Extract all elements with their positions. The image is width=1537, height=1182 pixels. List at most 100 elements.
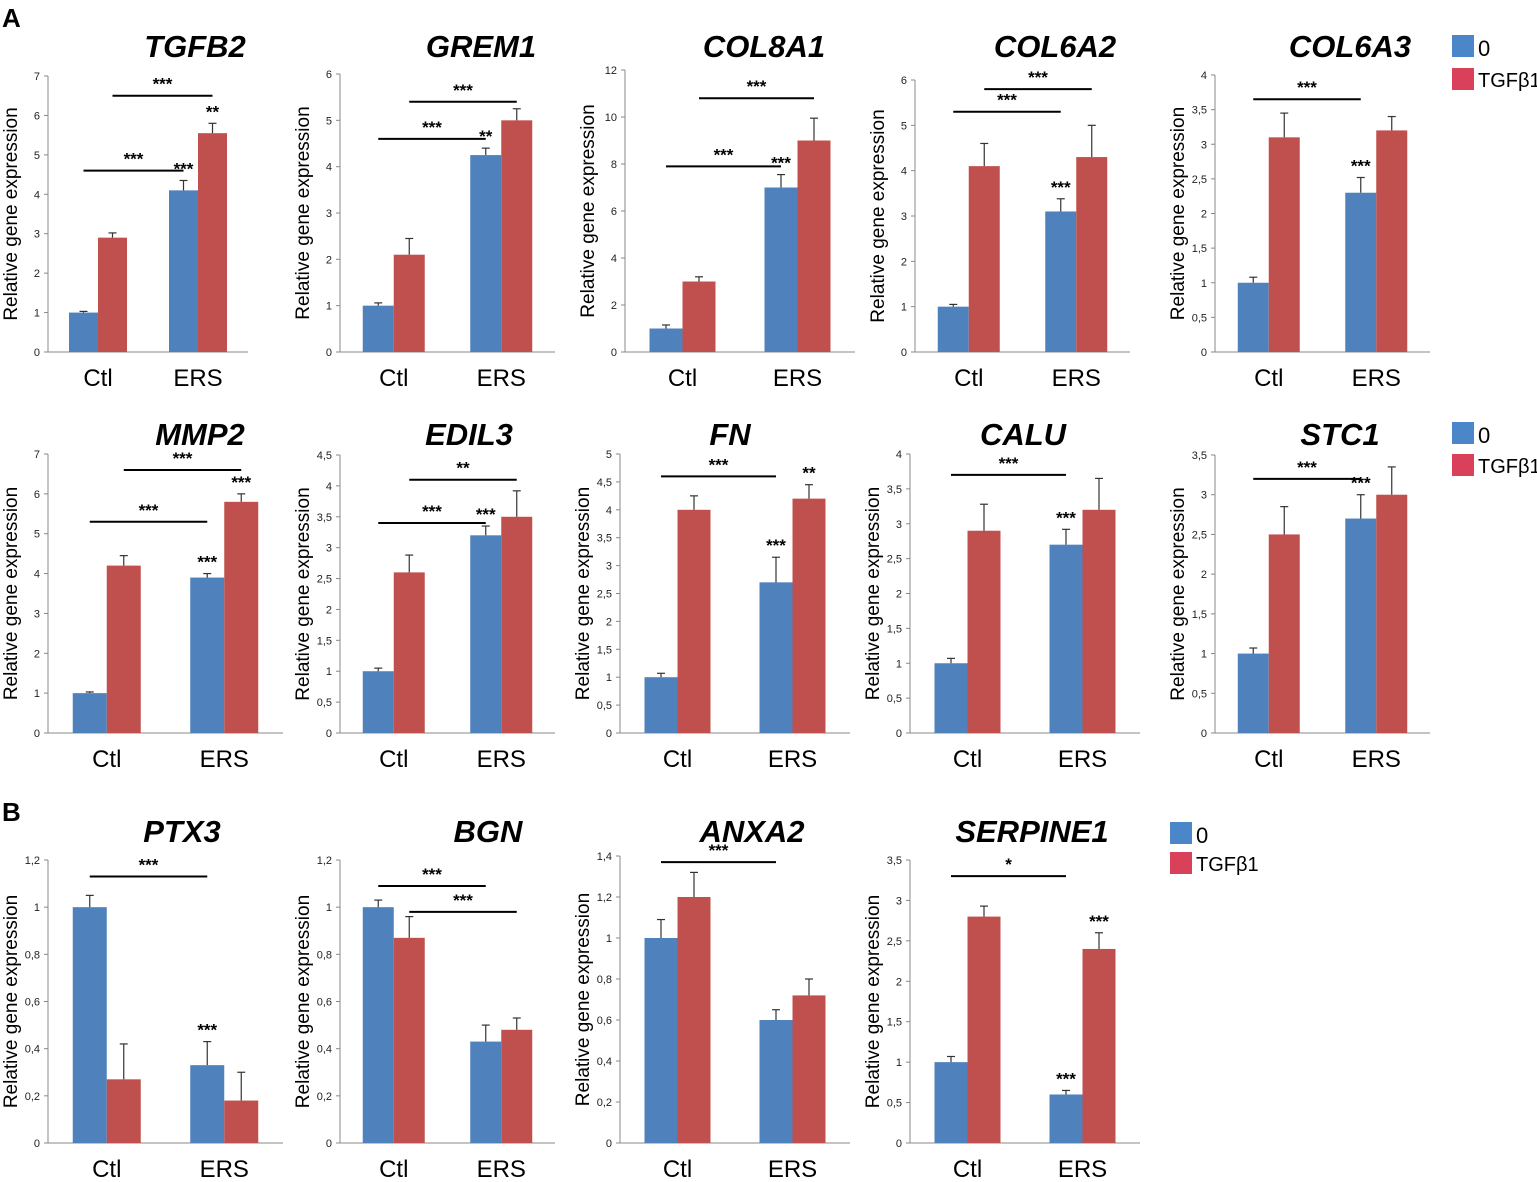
chart-title: MMP2 [155,417,245,452]
chart-ptx3: PTX3 Relative gene expression 0 0,2 0,4 0,6 0,… [1,814,283,1182]
chart-title: STC1 [1300,417,1379,452]
significance-label: *** [997,91,1017,110]
chart-title: COL6A3 [1289,29,1411,64]
x-tick-label: ERS [773,365,822,392]
y-tick-label: 3,5 [317,512,332,524]
bar [393,254,425,352]
y-tick-label: 0 [34,347,40,359]
x-tick-label: Ctl [953,746,982,773]
legend-label-0: 0 [1196,823,1208,848]
bar [682,281,716,352]
y-tick-label: 6 [901,75,907,87]
panel-label-a: A [2,3,21,33]
x-tick-label: Ctl [92,746,121,773]
bar [1268,534,1300,733]
y-tick-label: 3 [34,229,40,241]
y-tick-label: 0,2 [597,1097,612,1109]
y-tick-label: 3 [901,211,907,223]
y-tick-label: 5 [606,449,612,461]
chart-grem1: GREM1 Relative gene expression 0 1 2 3 4 5 6 Ctl E… [293,29,555,392]
y-tick-label: 4 [34,569,40,581]
x-tick-label: ERS [200,746,249,773]
y-tick-label: 0,4 [317,1044,332,1056]
bar [1376,494,1408,733]
bar [1376,130,1408,352]
significance-label: *** [453,81,473,100]
y-tick-label: 4,5 [597,477,612,489]
significance-label: *** [1297,78,1317,97]
y-tick-label: 1 [34,688,40,700]
y-axis-label: Relative gene expression [868,109,889,322]
y-tick-label: 3,5 [887,484,902,496]
chart-title: EDIL3 [425,417,513,452]
bar [967,916,1001,1143]
bar [362,671,394,733]
y-tick-label: 0 [896,728,902,740]
y-tick-label: 0,2 [25,1091,40,1103]
significance-label: *** [766,536,786,555]
bar [198,133,227,352]
y-tick-label: 3 [326,208,332,220]
y-tick-label: 1 [34,308,40,320]
y-tick-label: 2 [326,604,332,616]
x-tick-label: ERS [477,746,526,773]
significance-label: *** [747,77,767,96]
x-tick-label: Ctl [1254,365,1283,392]
x-tick-label: Ctl [379,365,408,392]
y-tick-label: 4 [34,189,40,201]
legend-swatch-0 [1452,422,1474,444]
y-tick-label: 5 [326,115,332,127]
chart-bgn: BGN Relative gene expression 0 0,2 0,4 0,6 0,8… [293,814,555,1182]
y-tick-label: 7 [34,71,40,83]
bar [362,305,394,352]
legend-label-1: TGFβ1 [1478,456,1537,478]
y-tick-label: 2,5 [317,574,332,586]
significance-label: *** [197,1021,217,1040]
x-tick-label: Ctl [668,365,697,392]
significance-label: *** [197,553,217,572]
bar [98,237,127,352]
bar [470,535,502,733]
x-tick-label: ERS [1058,746,1107,773]
chart-title: COL6A2 [994,29,1116,64]
y-tick-label: 6 [34,110,40,122]
bar [1237,282,1269,352]
y-tick-label: 4 [1201,70,1207,82]
y-tick-label: 1,2 [317,855,332,867]
chart-calu: CALU Relative gene expression 0 0,5 1 1,5 2 2,5… [863,417,1140,773]
bar [797,140,831,352]
significance-label: *** [139,501,159,520]
x-tick-label: ERS [768,746,817,773]
bar [649,328,683,352]
legend-label-0: 0 [1478,36,1490,61]
chart-title: COL8A1 [703,29,825,64]
bar [106,1079,141,1143]
y-tick-label: 6 [326,69,332,81]
y-axis-label: Relative gene expression [1,895,22,1108]
y-tick-label: 0 [34,728,40,740]
y-tick-label: 4 [901,166,907,178]
y-tick-label: 3,5 [887,855,902,867]
bar [1345,518,1377,733]
chart-title: PTX3 [143,814,221,849]
legend: 0 TGFβ1 [1452,35,1537,92]
bar [1237,653,1269,733]
y-tick-label: 1,2 [597,892,612,904]
significance-label: ** [456,459,470,478]
y-axis-label: Relative gene expression [1,487,22,700]
bar [1082,509,1116,733]
y-tick-label: 2 [896,976,902,988]
bar [470,1041,502,1143]
y-tick-label: 0 [326,347,332,359]
y-tick-label: 4,5 [317,450,332,462]
bar [190,1065,225,1143]
y-tick-label: 0 [326,728,332,740]
y-tick-label: 2 [1201,569,1207,581]
x-tick-label: ERS [1058,1156,1107,1182]
x-tick-label: Ctl [953,1156,982,1182]
bar [1268,137,1300,352]
x-tick-label: ERS [200,1156,249,1182]
x-tick-label: Ctl [1254,746,1283,773]
y-tick-label: 5 [34,529,40,541]
bar [792,498,826,733]
